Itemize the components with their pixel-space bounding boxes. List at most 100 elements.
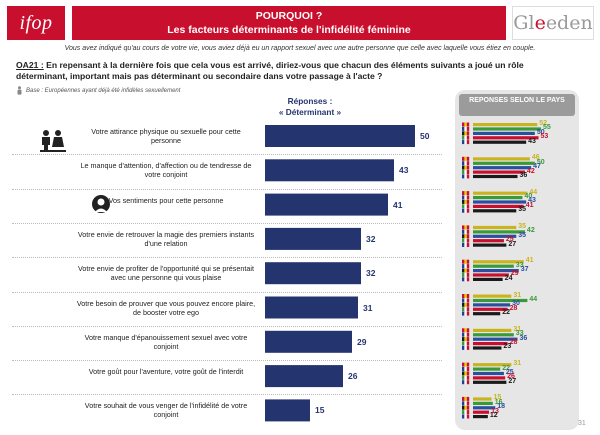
country-bar	[473, 230, 525, 234]
bar	[265, 330, 352, 353]
flag-icon	[462, 405, 470, 410]
flag-icon	[462, 362, 470, 367]
country-value-label: 36	[519, 171, 528, 179]
country-value-label: 37	[520, 266, 529, 273]
flag-icon	[462, 396, 470, 401]
country-value-label: 46	[531, 154, 540, 162]
country-bar	[473, 225, 517, 230]
flag-icon	[462, 380, 470, 385]
bar	[265, 365, 343, 388]
country-value-label: 16	[494, 398, 503, 406]
bar-value-label: 15	[315, 405, 325, 416]
flag-icon	[462, 234, 470, 239]
country-bar	[473, 371, 504, 376]
flag-icon	[462, 268, 470, 273]
responses-header: Réponses : « Déterminant »	[265, 96, 355, 118]
bar-value-label: 41	[393, 199, 403, 210]
country-bar	[473, 312, 501, 316]
bar	[265, 159, 394, 182]
couple-icon	[40, 130, 66, 152]
gleeden-logo-accent: e	[534, 12, 546, 34]
flag-icon	[462, 264, 470, 269]
flag-icon	[462, 311, 470, 316]
country-value-label: 31	[513, 325, 522, 333]
title-line-1: POURQUOI ?	[255, 10, 323, 22]
title-banner: POURQUOI ? Les facteurs déterminants de …	[72, 6, 506, 40]
country-value-label: 22	[502, 364, 510, 372]
country-bar	[473, 200, 527, 204]
flag-icon	[462, 371, 470, 376]
flag-icon	[462, 126, 470, 131]
category-label: Votre attirance physique ou sexuelle pou…	[91, 127, 241, 145]
country-value-label: 30	[512, 300, 520, 308]
country-value-label: 35	[518, 222, 527, 230]
category-label: Votre souhait de vous venger de l'infidé…	[84, 401, 248, 420]
country-bar	[473, 328, 512, 332]
bar-value-label: 43	[399, 165, 409, 176]
bar	[265, 296, 358, 319]
country-value-label: 22	[502, 309, 510, 317]
flag-icon	[462, 307, 470, 312]
flag-icon	[462, 294, 470, 298]
woman-heart-icon	[92, 195, 110, 213]
country-bar	[473, 127, 541, 131]
category-label: Votre goût pour l'aventure, votre goût d…	[88, 367, 244, 377]
country-bar	[473, 397, 492, 401]
country-bar	[473, 136, 539, 140]
flag-icon	[462, 277, 470, 282]
country-value-label: 40	[524, 193, 533, 200]
bar-value-label: 29	[357, 336, 367, 347]
country-bar	[473, 415, 488, 419]
country-value-label: 35	[518, 231, 527, 239]
flag-icon	[462, 174, 470, 179]
country-value-label: 28	[509, 304, 518, 312]
country-bar	[473, 337, 518, 341]
gleeden-logo-prefix: Gl	[513, 12, 535, 34]
country-bar	[473, 298, 528, 303]
country-value-label: 55	[543, 124, 551, 132]
country-value-label: 27	[508, 377, 517, 385]
intro-text: Vous avez indiqué qu'au cours de votre v…	[64, 45, 536, 52]
country-bar	[473, 234, 517, 238]
bar	[265, 399, 310, 422]
country-value-label: 52	[539, 120, 548, 127]
person-icon	[17, 86, 22, 95]
flag-icon	[462, 135, 470, 140]
country-bar	[473, 333, 514, 337]
category-label: Votre envie de profiter de l'opportunité…	[78, 264, 254, 283]
country-bar	[473, 363, 512, 367]
flag-icon	[462, 332, 470, 337]
country-bars	[462, 122, 541, 419]
flag-icon	[462, 410, 470, 415]
gleeden-logo: Gl e eden	[512, 6, 594, 40]
country-bar	[473, 260, 524, 264]
country-bar	[473, 204, 524, 208]
country-bar	[473, 140, 527, 144]
title-line-2: Les facteurs déterminants de l'infidélit…	[167, 24, 411, 36]
flag-icon	[462, 208, 470, 213]
country-bar	[473, 406, 496, 410]
ifop-logo: ifop	[7, 6, 65, 40]
country-value-label: 15	[493, 394, 502, 402]
flag-icon	[462, 156, 470, 161]
country-bar	[473, 401, 493, 405]
category-label: Vos sentiments pour cette personne	[108, 195, 224, 205]
country-value-label: 33	[515, 261, 524, 269]
flag-icon	[462, 367, 470, 371]
country-value-label: 35	[518, 206, 527, 214]
row-separator	[12, 222, 442, 224]
country-value-label: 53	[540, 133, 549, 141]
bar	[265, 193, 388, 216]
country-value-label: 43	[528, 197, 536, 205]
country-bar	[473, 174, 518, 179]
country-bar	[473, 346, 502, 350]
country-bar	[473, 294, 512, 298]
row-separator	[12, 188, 442, 190]
gleeden-logo-suffix: eden	[545, 12, 593, 34]
question-text: En repensant à la dernière fois que cela…	[16, 60, 524, 81]
flag-icon	[462, 414, 470, 419]
country-value-label: 29	[510, 270, 519, 278]
flag-icon	[462, 229, 470, 234]
country-value-label: 27	[508, 240, 517, 248]
flag-icon	[462, 345, 470, 350]
